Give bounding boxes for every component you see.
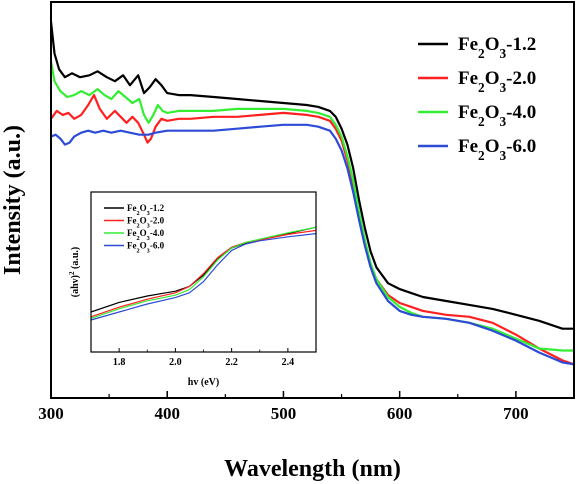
plot-frame <box>50 1 575 399</box>
inset-x-tick-label-1-8: 1.8 <box>113 357 126 368</box>
inset-series-group <box>90 226 317 321</box>
y-axis-title: Intensity (a.u.) <box>0 125 26 275</box>
inset-x-tick-label-2-4: 2.4 <box>282 357 295 368</box>
inset-y-axis-title: (ahv)2 (a.u.) <box>68 247 81 297</box>
x-tick-label-700: 700 <box>503 404 529 423</box>
inset-x-tick-label-2-2: 2.2 <box>225 357 238 368</box>
legend-label-fe2o3-4-0: Fe2O3-4.0 <box>458 102 536 129</box>
main-axes: 300 400 500 600 700 <box>38 1 575 423</box>
x-tick-label-300: 300 <box>38 404 64 423</box>
series-line-fe2o3-4-0 <box>49 61 574 352</box>
x-tick-label-400: 400 <box>154 404 180 423</box>
legend-label-fe2o3-2-0: Fe2O3-2.0 <box>458 68 536 95</box>
inset-background <box>91 192 316 352</box>
legend-label-fe2o3-6-0: Fe2O3-6.0 <box>458 136 536 163</box>
x-tick-label-500: 500 <box>271 404 297 423</box>
series-line-fe2o3-6-0 <box>50 123 575 366</box>
main-legend: Fe2O3-1.2 Fe2O3-2.0 Fe2O3-4.0 Fe2O3-6.0 <box>418 34 536 163</box>
inset-axes: 1.8 2.0 2.2 2.4 <box>90 191 317 368</box>
inset-legend-label-fe2o3-6-0: Fe2O3-6.0 <box>127 241 165 255</box>
inset-x-axis-title: hv (eV) <box>188 377 219 388</box>
x-axis-title: Wavelength (nm) <box>224 456 401 482</box>
inset-series-line-fe2o3-6-0 <box>90 233 317 321</box>
series-line-fe2o3-2-0 <box>50 94 575 366</box>
inset-legend-label-fe2o3-1-2: Fe2O3-1.2 <box>127 203 165 217</box>
inset-series-line-fe2o3-4-0 <box>90 226 317 319</box>
x-tick-label-600: 600 <box>387 404 413 423</box>
main-series-group <box>49 21 575 366</box>
inset-legend-label-fe2o3-4-0: Fe2O3-4.0 <box>127 228 165 242</box>
inset-series-line-fe2o3-2-0 <box>90 229 317 318</box>
inset-legend-label-fe2o3-2-0: Fe2O3-2.0 <box>127 216 165 230</box>
inset-chart: 1.8 2.0 2.2 2.4 Fe2O3-1.2Fe2O3-2.0Fe2O3-4.0… <box>68 191 317 388</box>
legend-label-fe2o3-1-2: Fe2O3-1.2 <box>458 34 536 61</box>
series-line-fe2o3-1-2 <box>49 21 574 330</box>
inset-x-tick-label-2: 2.0 <box>169 357 182 368</box>
